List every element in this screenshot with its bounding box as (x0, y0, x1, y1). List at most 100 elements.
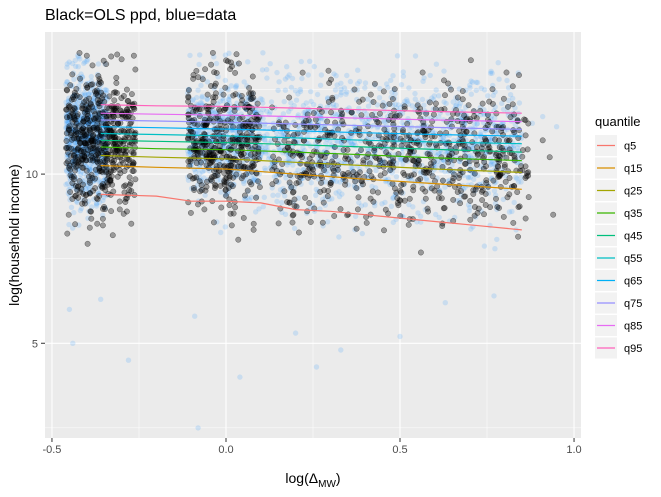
ols-ppd-point (496, 144, 503, 151)
ols-ppd-point (88, 137, 95, 144)
ols-ppd-point (253, 194, 260, 201)
ols-ppd-point (63, 138, 70, 144)
data-point (344, 89, 350, 95)
ols-ppd-point (376, 120, 382, 127)
data-point (70, 340, 76, 346)
ols-ppd-point (473, 148, 480, 155)
legend-label-q35: q35 (624, 208, 642, 220)
ols-ppd-point (230, 210, 237, 217)
data-point (260, 50, 266, 56)
ols-ppd-point (375, 189, 381, 196)
data-point (228, 83, 234, 89)
legend-label-q55: q55 (624, 253, 642, 265)
data-point (443, 100, 449, 107)
data-point (317, 82, 324, 89)
ols-ppd-point (207, 176, 214, 183)
data-point (193, 101, 200, 107)
ols-ppd-point (286, 199, 293, 206)
ols-ppd-point (89, 132, 96, 139)
data-point (514, 176, 520, 182)
data-point (63, 136, 70, 143)
data-point (258, 150, 265, 157)
ols-ppd-point (501, 163, 508, 170)
data-point (267, 61, 273, 67)
data-point (509, 208, 515, 215)
ols-ppd-point (248, 137, 255, 144)
data-point (433, 61, 440, 67)
ols-ppd-point (67, 166, 74, 173)
ols-ppd-point (106, 127, 113, 134)
data-point (400, 161, 406, 167)
data-point (268, 99, 275, 105)
data-point (315, 188, 321, 195)
data-point (64, 119, 70, 125)
data-point (443, 151, 449, 157)
ols-ppd-point (450, 196, 457, 203)
data-point (85, 190, 92, 196)
ols-ppd-point (432, 105, 439, 112)
ols-ppd-point (442, 92, 448, 99)
data-point (241, 100, 247, 106)
ols-ppd-point (76, 50, 83, 56)
data-point (491, 152, 498, 158)
data-point (227, 93, 233, 100)
ols-ppd-point (104, 181, 111, 188)
data-point (504, 77, 510, 84)
ols-ppd-point (79, 200, 86, 207)
data-point (338, 347, 344, 353)
data-point (348, 154, 354, 161)
data-point (489, 135, 496, 141)
data-point (64, 168, 70, 175)
data-point (74, 199, 80, 206)
ols-ppd-point (83, 52, 90, 59)
ols-ppd-point (64, 230, 71, 237)
data-point (457, 158, 463, 165)
ols-ppd-point (426, 141, 433, 148)
data-point (261, 194, 267, 200)
data-point (481, 87, 488, 93)
ols-ppd-point (229, 63, 235, 70)
data-point (194, 129, 200, 135)
data-point (86, 185, 92, 191)
data-point (262, 144, 269, 150)
major-gridlines (45, 32, 581, 438)
data-point (379, 201, 385, 207)
data-point (406, 85, 412, 91)
ols-ppd-point (86, 190, 93, 197)
ols-ppd-point (376, 110, 383, 117)
ols-ppd-point (367, 195, 374, 202)
data-point (260, 204, 266, 210)
ols-ppd-point (341, 137, 348, 144)
data-point (81, 90, 88, 96)
data-point (336, 193, 343, 200)
ols-ppd-point (240, 215, 247, 221)
data-point (195, 87, 201, 93)
ols-ppd-point (233, 171, 240, 178)
ols-ppd-point (113, 74, 120, 81)
ols-ppd-point (238, 92, 245, 99)
data-point (389, 89, 395, 96)
data-point (382, 199, 388, 206)
ols-ppd-point (116, 206, 123, 213)
data-point (241, 79, 247, 85)
data-point (303, 139, 309, 146)
data-point (73, 105, 79, 111)
ols-ppd-point (232, 69, 239, 76)
ols-ppd-point (350, 169, 357, 176)
data-point (333, 178, 339, 185)
ols-ppd-point (251, 162, 257, 169)
data-point (75, 53, 81, 59)
data-point (431, 150, 438, 156)
data-point (233, 152, 239, 159)
ols-ppd-point (100, 181, 106, 188)
ols-ppd-point (226, 202, 233, 209)
y-axis-title: log(household income) (6, 164, 22, 306)
ols-ppd-point (195, 201, 201, 208)
data-point (292, 330, 299, 336)
data-point (400, 73, 407, 79)
data-point (384, 114, 391, 120)
ols-ppd-point (235, 148, 241, 154)
ols-ppd-point (427, 160, 434, 167)
ols-ppd-point (96, 78, 103, 85)
